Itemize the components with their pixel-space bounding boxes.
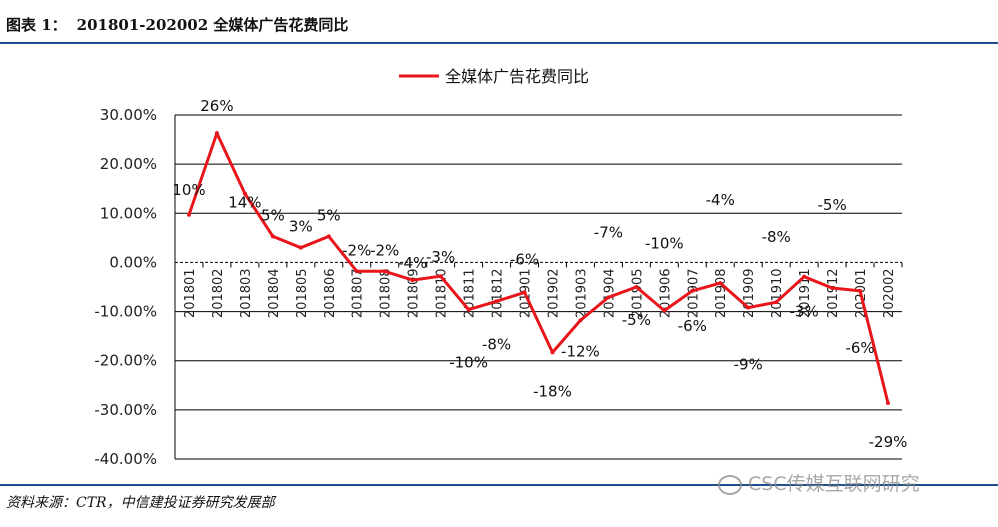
data-label: -4%: [706, 191, 735, 209]
x-tick-label: 201812: [491, 268, 506, 318]
data-point: [746, 305, 751, 310]
data-label: -10%: [645, 235, 684, 253]
x-tick-label: 201803: [239, 268, 254, 318]
data-label: 3%: [289, 218, 313, 236]
data-label: 10%: [172, 181, 205, 199]
series-line: [187, 131, 890, 404]
x-tick-label: 201907: [686, 268, 701, 318]
x-tick-label: 201908: [714, 268, 729, 318]
data-label: -12%: [561, 342, 600, 360]
x-tick-label: 201802: [211, 268, 226, 318]
data-point: [606, 295, 611, 300]
data-point: [186, 212, 191, 217]
data-label: -8%: [762, 228, 791, 246]
x-tick-label: 201809: [407, 268, 422, 318]
data-label: -6%: [510, 250, 539, 268]
data-label: -2%: [370, 241, 399, 259]
data-label: -29%: [869, 433, 908, 451]
data-point: [830, 285, 835, 290]
legend-label: 全媒体广告花费同比: [445, 67, 589, 86]
data-label: -6%: [845, 339, 874, 357]
data-point: [662, 308, 667, 313]
data-point: [214, 131, 219, 136]
watermark: CSC传媒互联网研究: [718, 469, 920, 496]
watermark-text: CSC传媒互联网研究: [748, 473, 920, 495]
data-point: [522, 290, 527, 295]
data-point: [298, 245, 303, 250]
data-point: [410, 278, 415, 283]
data-label: -8%: [482, 335, 511, 353]
data-point: [270, 234, 275, 239]
x-tick-label: 201807: [351, 268, 366, 318]
data-label: 5%: [317, 206, 341, 224]
figure-title: 201801-202002 全媒体广告花费同比: [76, 16, 349, 34]
data-point: [858, 288, 863, 293]
y-tick-label: -30.00%: [94, 401, 157, 419]
x-tick-label: 202002: [882, 268, 897, 318]
data-point: [886, 400, 891, 405]
data-point: [354, 269, 359, 274]
data-label: 14%: [228, 194, 261, 212]
x-tick-label: 201910: [770, 268, 785, 318]
data-label: -3%: [426, 248, 455, 266]
y-tick-label: -40.00%: [94, 450, 157, 468]
figure-header: 图表 1： 201801-202002 全媒体广告花费同比: [6, 14, 358, 35]
data-label: -18%: [533, 382, 572, 400]
data-label: -4%: [398, 254, 427, 272]
figure-label: 图表 1：: [6, 16, 67, 34]
x-tick-label: 201902: [546, 268, 561, 318]
data-label: -7%: [594, 223, 623, 241]
y-tick-label: -20.00%: [94, 352, 157, 370]
data-point: [802, 274, 807, 279]
data-point: [326, 234, 331, 239]
x-tick-label: 201805: [295, 268, 310, 318]
data-label: 26%: [200, 97, 233, 115]
x-tick-label: 201806: [323, 268, 338, 318]
data-point: [578, 318, 583, 323]
y-tick-label: 20.00%: [100, 155, 157, 173]
data-label: -3%: [790, 303, 819, 321]
top-rule: [0, 42, 998, 44]
data-label: 5%: [261, 206, 285, 224]
data-point: [550, 350, 555, 355]
x-tick-label: 201808: [379, 268, 394, 318]
source-note: 资料来源：CTR，中信建投证券研究发展部: [6, 495, 275, 511]
x-tick-label: 201905: [630, 268, 645, 318]
x-tick-label: 201903: [574, 268, 589, 318]
data-label: -5%: [817, 196, 846, 214]
data-point: [438, 274, 443, 279]
x-tick-label: 201911: [798, 268, 813, 318]
x-tick-label: 201912: [826, 268, 841, 318]
data-label: -5%: [622, 311, 651, 329]
x-tick-label: 201801: [183, 268, 198, 318]
data-point: [634, 285, 639, 289]
y-tick-label: 10.00%: [100, 204, 157, 222]
data-point: [718, 281, 723, 286]
y-tick-label: -10.00%: [94, 303, 157, 321]
wechat-icon: [718, 474, 742, 495]
data-point: [382, 269, 387, 274]
data-point: [494, 299, 499, 304]
y-tick-label: 30.00%: [100, 106, 157, 124]
data-label: -2%: [342, 241, 371, 259]
data-label: -6%: [678, 317, 707, 335]
data-point: [690, 288, 695, 293]
x-tick-label: 201909: [742, 268, 757, 318]
data-label: -10%: [449, 354, 488, 372]
data-point: [466, 307, 471, 312]
y-tick-label: 0.00%: [109, 253, 157, 271]
data-point: [774, 300, 779, 305]
x-tick-label: 201904: [602, 268, 617, 318]
data-point: [242, 191, 247, 196]
bottom-rule: [0, 484, 998, 486]
x-tick-label: 201804: [267, 268, 282, 318]
data-label: -9%: [734, 356, 763, 374]
